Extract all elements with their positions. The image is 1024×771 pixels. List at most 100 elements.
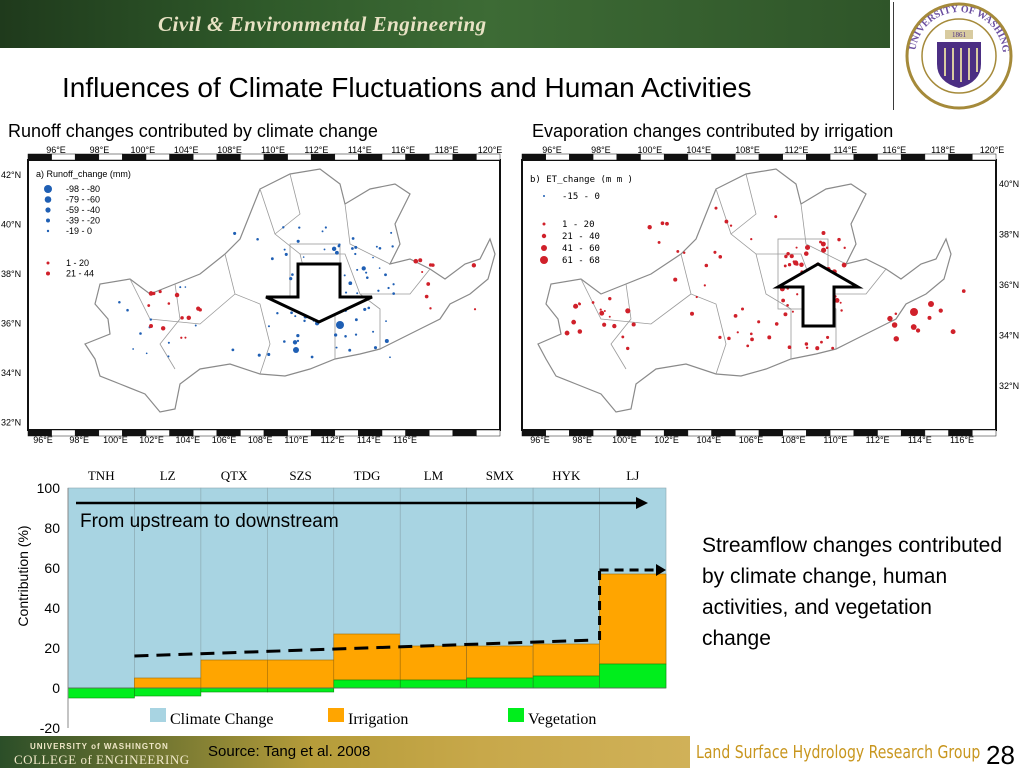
top-tick-bar: [521, 153, 997, 161]
lon-label: 104°E: [686, 145, 711, 155]
map-point: [843, 246, 846, 250]
map-point: [746, 344, 750, 348]
map-point: [729, 224, 733, 227]
map-point: [938, 308, 943, 313]
lon-label: 112°E: [321, 435, 345, 444]
map-point: [820, 241, 826, 247]
category-label: LM: [424, 468, 444, 483]
tick-segment: [853, 153, 878, 161]
y-tick-label: 40: [44, 600, 60, 616]
category-label: LZ: [160, 468, 176, 483]
chart-legend: Climate Change Irrigation Vegetation: [150, 708, 596, 728]
map-point: [390, 231, 393, 234]
tick-segment: [428, 429, 454, 437]
map-point: [334, 250, 339, 255]
map-point: [167, 302, 171, 305]
lon-label: 104°E: [175, 435, 200, 444]
bar-vegetation-TNH: [67, 687, 135, 699]
map-point: [174, 292, 180, 298]
lon-label: 100°E: [637, 145, 662, 155]
map-point: [421, 270, 424, 274]
uw-name: UNIVERSITY of WASHINGTON: [30, 742, 169, 751]
map-point: [740, 307, 745, 311]
map-point: [602, 322, 607, 327]
map-point: [331, 246, 337, 252]
tick-segment: [758, 153, 783, 161]
lon-label: 120°E: [478, 145, 503, 155]
map-point: [727, 336, 731, 341]
page-number: 28: [986, 740, 1015, 770]
latitude-labels: 42°N 40°N 38°N 36°N 34°N 32°N: [1, 170, 21, 428]
y-tick-labels: -20 0 20 40 60 80 100: [37, 480, 61, 736]
top-tick-bar: [27, 153, 501, 161]
map-point: [186, 315, 192, 321]
trend-lines: [134, 564, 666, 658]
lon-label: 108°E: [248, 435, 273, 444]
y-tick-label: 100: [37, 480, 61, 496]
map-point: [891, 322, 898, 328]
map-point: [928, 301, 934, 307]
map-point: [378, 246, 382, 250]
map-point: [233, 231, 237, 235]
map-point: [887, 315, 893, 322]
map-point: [296, 239, 300, 243]
legend-label: 61 - 68: [562, 256, 600, 266]
map-point: [296, 334, 300, 338]
map-point: [577, 329, 583, 334]
map-point: [354, 318, 358, 322]
bar-vegetation-SMX: [466, 677, 534, 689]
legend-label: -39 - -20: [66, 216, 100, 226]
legend-label: Vegetation: [528, 711, 596, 728]
map-point: [791, 310, 794, 313]
lat-label: 32°N: [999, 381, 1019, 391]
y-tick-label: 0: [52, 680, 60, 696]
map-point: [799, 262, 804, 268]
map-point: [361, 266, 366, 271]
map-point: [139, 332, 142, 335]
map-point: [599, 308, 602, 311]
bar-vegetation-TDG: [333, 679, 401, 689]
map-point: [704, 263, 709, 268]
bar-climate-TNH: [67, 487, 135, 689]
bar-irrigation-LM: [399, 645, 467, 681]
map-point: [626, 346, 630, 351]
lon-label: 108°E: [781, 435, 806, 444]
map-point: [282, 226, 285, 229]
latitude-labels: 40°N 38°N 36°N 34°N 32°N: [999, 179, 1019, 391]
map-point: [915, 328, 921, 333]
legend-marker: [541, 245, 547, 251]
map-point: [724, 219, 729, 224]
map-point: [284, 252, 288, 256]
lat-label: 38°N: [999, 230, 1019, 240]
lat-label: 38°N: [1, 269, 21, 279]
map-point: [910, 308, 918, 316]
map-point: [283, 340, 286, 343]
category-label: TNH: [88, 468, 115, 483]
subbasin-lines: [129, 173, 431, 375]
map-point: [267, 325, 270, 328]
footer-bar: [0, 736, 690, 768]
map-point: [375, 245, 378, 248]
map-point: [571, 319, 577, 325]
bottom-tick-bar: [27, 429, 501, 437]
bar-vegetation-SZS: [267, 687, 335, 693]
map-point: [783, 312, 788, 317]
direction-arrow-head-icon: [636, 497, 648, 509]
y-tick-label: -20: [40, 720, 60, 736]
map-point: [344, 291, 348, 294]
legend-label: -19 - 0: [66, 226, 92, 236]
decrease-arrow-icon: [265, 262, 373, 324]
map-point: [418, 258, 423, 263]
lat-label: 40°N: [999, 179, 1019, 189]
bar-irrigation-QTX: [200, 659, 268, 689]
lon-label: 96°E: [33, 435, 53, 444]
category-label: SZS: [289, 468, 311, 483]
map-point: [384, 273, 387, 277]
map-point: [839, 301, 842, 304]
map-point: [351, 247, 354, 250]
legend-label: -98 - -80: [66, 184, 100, 194]
map-point: [334, 333, 338, 337]
map-point: [267, 352, 271, 357]
lon-label: 102°E: [654, 435, 679, 444]
bar-vegetation-LZ: [134, 687, 202, 697]
